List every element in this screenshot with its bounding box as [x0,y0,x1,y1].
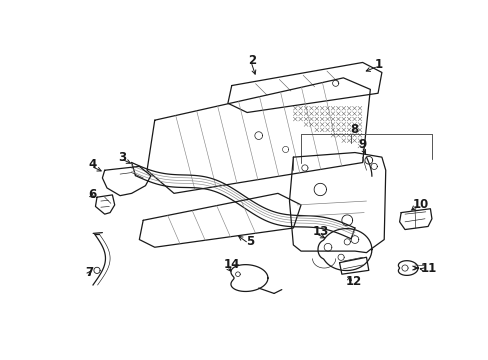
Text: 8: 8 [349,123,358,136]
Text: 2: 2 [247,54,256,67]
Text: 4: 4 [88,158,97,171]
Text: 11: 11 [420,261,436,275]
Text: 10: 10 [412,198,428,211]
Text: 5: 5 [245,235,253,248]
Text: 14: 14 [224,258,240,271]
Text: 7: 7 [85,266,93,279]
Text: 12: 12 [345,275,361,288]
Text: 9: 9 [358,138,366,151]
Text: 3: 3 [118,150,125,164]
Text: 6: 6 [88,188,97,201]
Text: 13: 13 [312,225,328,238]
Text: 1: 1 [374,58,382,71]
